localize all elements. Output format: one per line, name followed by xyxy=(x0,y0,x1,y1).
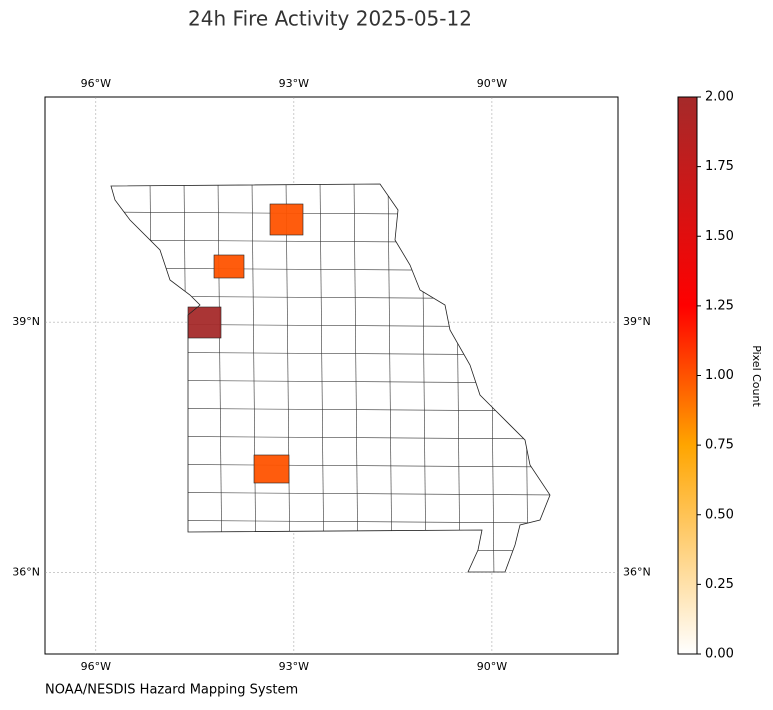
lon-label-bottom: 93°W xyxy=(279,660,309,673)
colorbar-tick-label: 1.25 xyxy=(705,298,734,313)
colorbar-tick-label: 0.75 xyxy=(705,438,734,453)
lat-label-left: 39°N xyxy=(12,315,40,328)
colorbar-label: Pixel Count xyxy=(750,345,763,407)
fire-counties xyxy=(187,203,304,484)
lon-label-top: 96°W xyxy=(81,77,111,90)
map-title: 24h Fire Activity 2025-05-12 xyxy=(188,7,472,31)
fire-county xyxy=(269,203,304,236)
county-border xyxy=(387,184,393,572)
lon-label-top: 93°W xyxy=(279,77,309,90)
lon-label-bottom: 96°W xyxy=(81,660,111,673)
county-border xyxy=(353,184,359,572)
county-border xyxy=(285,184,291,572)
colorbar-tick-label: 0.00 xyxy=(705,647,734,662)
colorbar-tick-label: 1.00 xyxy=(705,368,734,383)
colorbar xyxy=(677,96,698,655)
county-border xyxy=(251,184,257,572)
lat-label-right: 39°N xyxy=(623,315,651,328)
lon-label-bottom: 90°W xyxy=(477,660,507,673)
lat-label-left: 36°N xyxy=(12,565,40,578)
source-note: NOAA/NESDIS Hazard Mapping System xyxy=(45,683,298,698)
colorbar-tick-label: 1.50 xyxy=(705,229,734,244)
colorbar-tick-label: 2.00 xyxy=(705,90,734,105)
county-border xyxy=(319,184,325,572)
colorbar-tick-label: 0.25 xyxy=(705,577,734,592)
fire-county xyxy=(253,454,290,484)
county-border xyxy=(217,184,223,572)
colorbar-tick-label: 1.75 xyxy=(705,159,734,174)
lat-label-right: 36°N xyxy=(623,565,651,578)
fire-county xyxy=(187,306,222,339)
lon-label-top: 90°W xyxy=(477,77,507,90)
fire-county xyxy=(213,254,245,279)
colorbar-tick-label: 0.50 xyxy=(705,507,734,522)
